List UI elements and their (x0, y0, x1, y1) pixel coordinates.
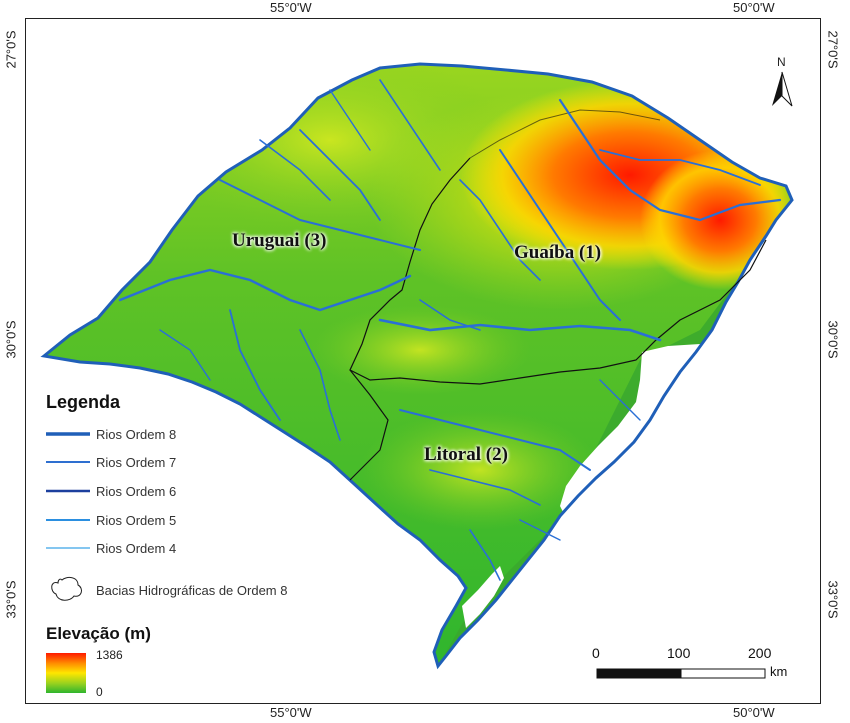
legend-item-ordem-7: Rios Ordem 7 (46, 453, 176, 471)
basin-boundary-guaiba (349, 157, 767, 385)
legend-item-basin: Bacias Hidrográficas de Ordem 8 (46, 581, 287, 599)
legend-label: Rios Ordem 4 (96, 540, 177, 556)
scale-bar-graphic (596, 668, 766, 679)
lon-label-bottom-left: 55°0'W (270, 705, 312, 720)
scale-unit: km (770, 664, 788, 679)
legend-label: Rios Ordem 5 (96, 512, 177, 528)
lagoa-mirim (462, 566, 504, 628)
legend-item-ordem-4: Rios Ordem 4 (46, 539, 176, 557)
basin-label-guaiba: Guaíba (1) (514, 242, 602, 263)
legend-title: Legenda (46, 392, 121, 412)
elevation-title: Elevação (m) (46, 624, 151, 643)
legend-swatches (46, 432, 90, 601)
legend-item-ordem-5: Rios Ordem 5 (46, 511, 176, 529)
scale-label-0: 0 (592, 645, 600, 661)
basin-boundary-litoral (349, 369, 389, 481)
legend-item-ordem-8: Rios Ordem 8 (46, 425, 176, 443)
legend-label: Bacias Hidrográficas de Ordem 8 (96, 582, 288, 598)
basin-label-litoral: Litoral (2) (424, 444, 508, 465)
basin-label-uruguai: Uruguai (3) (232, 230, 327, 251)
lon-label-top-right: 50°0'W (733, 0, 775, 15)
legend-item-ordem-6: Rios Ordem 6 (46, 482, 176, 500)
state-border-river (40, 62, 794, 670)
lon-label-bottom-right: 50°0'W (733, 705, 775, 720)
lon-label-top-left: 55°0'W (270, 0, 312, 15)
legend-label: Rios Ordem 6 (96, 483, 177, 499)
legend-swatch-basin (51, 576, 82, 601)
river-network (118, 79, 782, 581)
elevation-color-ramp (46, 653, 86, 693)
legend-label: Rios Ordem 8 (96, 426, 177, 442)
elevation-max-label: 1386 (96, 648, 123, 662)
elevation-min-label: 0 (96, 685, 103, 699)
scale-label-200: 200 (748, 645, 772, 661)
north-arrow-icon (772, 71, 793, 107)
north-arrow-label: N (777, 55, 786, 69)
basin-boundary-north (469, 109, 661, 159)
legend-label: Rios Ordem 7 (96, 454, 177, 470)
scale-label-100: 100 (667, 645, 691, 661)
